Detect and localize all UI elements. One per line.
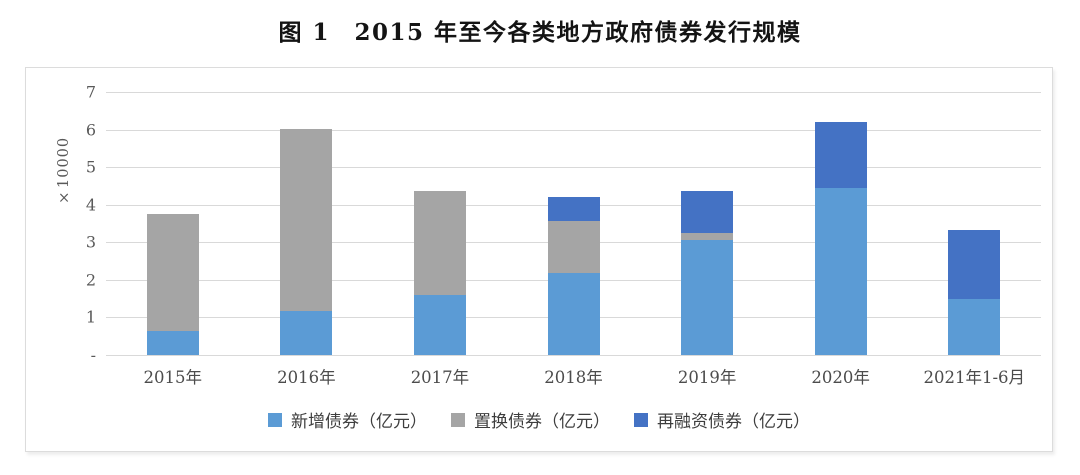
legend-label: 再融资债券（亿元） — [657, 412, 810, 432]
legend-item-refinancing-bonds: 再融资债券（亿元） — [634, 407, 810, 432]
bar-segment-refinancing-bonds — [547, 197, 600, 222]
legend-label: 新增债券（亿元） — [291, 412, 427, 432]
y-axis-tick-label: 5 — [85, 157, 96, 177]
y-axis-tick-label: 1 — [85, 307, 96, 327]
bar-segment-swap-bonds — [146, 214, 199, 331]
bar-segment-new-bonds — [413, 294, 466, 355]
bar-segment-swap-bonds — [681, 232, 734, 241]
bar-cell-2021年1-6月 — [907, 92, 1041, 355]
bar-segment-swap-bonds — [547, 221, 600, 274]
legend-label: 置换债券（亿元） — [474, 412, 610, 432]
gridline — [106, 92, 1041, 93]
gridline — [106, 129, 1041, 131]
bar-cell-2015年 — [106, 92, 240, 355]
plot-area — [106, 92, 1041, 356]
bar-cell-2017年 — [373, 92, 507, 355]
bar-segment-swap-bonds — [280, 128, 333, 312]
x-axis-label: 2020年 — [811, 368, 870, 387]
stacked-bar-2021年1-6月 — [948, 92, 1001, 355]
y-axis-tick-labels: 7 6 5 4 3 2 1 - — [26, 83, 96, 365]
legend-swatch-icon — [268, 412, 282, 427]
bar-segment-new-bonds — [681, 240, 734, 355]
bar-segment-new-bonds — [814, 187, 867, 355]
x-axis-label: 2017年 — [410, 368, 470, 387]
bar-segment-refinancing-bonds — [681, 190, 734, 233]
y-axis-tick-label: 7 — [85, 82, 96, 102]
stacked-bar-2018年 — [547, 92, 600, 355]
x-axis-label: 2021年1-6月 — [923, 368, 1026, 387]
x-axis-label: 2018年 — [544, 368, 603, 387]
stacked-bar-2019年 — [681, 92, 734, 355]
stacked-bar-2016年 — [280, 92, 333, 355]
x-axis-label: 2016年 — [277, 368, 336, 387]
x-axis-label: 2015年 — [143, 368, 203, 387]
stacked-bar-2017年 — [413, 92, 466, 355]
y-axis-tick-label: 4 — [85, 195, 96, 215]
bar-segment-new-bonds — [547, 273, 600, 355]
legend-swatch-icon — [634, 412, 648, 427]
bar-cell-2016年 — [240, 92, 374, 355]
x-axis-labels: 2015年 2016年 2017年 2018年 2019年 2020年 2021年1-6月 — [106, 364, 1041, 388]
stacked-bar-2015年 — [146, 92, 199, 355]
bar-cell-2019年 — [640, 92, 774, 355]
gridline — [106, 355, 1041, 356]
bar-segment-new-bonds — [146, 330, 199, 355]
stacked-bar-2020年 — [814, 92, 867, 355]
bar-segment-refinancing-bonds — [814, 121, 867, 188]
y-axis-tick-label: - — [90, 345, 96, 365]
bar-segment-swap-bonds — [413, 190, 466, 295]
legend-swatch-icon — [451, 412, 465, 427]
bar-cell-2018年 — [507, 92, 641, 355]
y-axis-tick-label: 3 — [85, 232, 96, 252]
gridline — [106, 167, 1041, 169]
bar-cell-2020年 — [774, 92, 908, 355]
bar-segment-refinancing-bonds — [948, 229, 1001, 300]
y-axis-tick-label: 2 — [85, 270, 96, 290]
bar-segment-new-bonds — [948, 299, 1001, 355]
y-axis-tick-label: 6 — [85, 120, 96, 140]
figure-title: 图 1 2015 年至今各类地方政府债券发行规模 — [278, 19, 802, 46]
legend: 新增债券（亿元） 置换债券（亿元） 再融资债券（亿元） — [26, 407, 1052, 432]
legend-item-new-bonds: 新增债券（亿元） — [268, 407, 427, 432]
bar-segment-new-bonds — [280, 311, 333, 355]
legend-item-swap-bonds: 置换债券（亿元） — [451, 407, 610, 432]
bars-row — [106, 92, 1041, 355]
x-axis-label: 2019年 — [677, 368, 737, 387]
